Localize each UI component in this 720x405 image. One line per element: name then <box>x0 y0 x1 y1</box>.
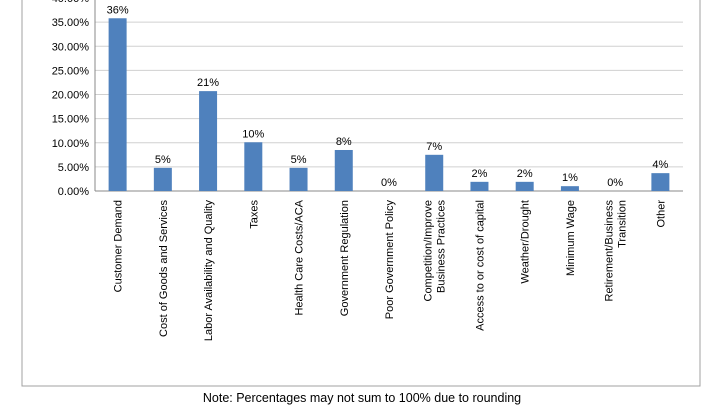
value-label: 4% <box>652 159 668 171</box>
x-tick-label: Cost of Goods and Services <box>158 200 170 337</box>
value-label: 1% <box>562 172 578 184</box>
y-tick-label: 30.00% <box>52 41 90 53</box>
y-tick-label: 40.00% <box>52 0 90 5</box>
bar <box>651 173 670 191</box>
bar <box>334 149 353 191</box>
bar <box>244 142 263 191</box>
value-label: 5% <box>155 154 171 166</box>
x-tick-label: Customer Demand <box>113 200 125 292</box>
x-tick-label: Weather/Drought <box>520 200 532 284</box>
y-tick-label: 20.00% <box>52 90 90 102</box>
y-tick-label: 10.00% <box>52 138 90 150</box>
x-tick-label: Access to or cost of capital <box>474 200 486 331</box>
chart-frame <box>21 0 701 387</box>
x-tick-label: Health Care Costs/ACA <box>294 199 306 315</box>
x-tick-label: Minimum Wage <box>565 200 577 276</box>
bar <box>470 181 489 191</box>
x-tick-label: Government Regulation <box>339 200 351 316</box>
value-label: 2% <box>517 168 533 180</box>
y-tick-label: 25.00% <box>52 65 90 77</box>
bar <box>425 154 444 191</box>
value-label: 2% <box>472 168 488 180</box>
x-tick-label: Transition <box>617 200 629 248</box>
value-label: 8% <box>336 136 352 148</box>
x-tick-label: Business Practices <box>436 200 448 293</box>
y-tick-label: 15.00% <box>52 114 90 126</box>
y-tick-label: 35.00% <box>52 17 90 29</box>
bar <box>560 186 579 191</box>
bar <box>108 18 127 191</box>
value-label: 0% <box>607 177 623 189</box>
x-tick-label: Poor Government Policy <box>384 200 396 320</box>
value-label: 5% <box>291 154 307 166</box>
y-tick-label: 0.00% <box>58 186 89 198</box>
value-label: 36% <box>107 4 129 16</box>
bar <box>515 181 534 191</box>
x-tick-label: Retirement/Business <box>604 200 616 302</box>
bar <box>289 167 308 191</box>
value-label: 21% <box>197 77 219 89</box>
value-label: 7% <box>426 141 442 153</box>
chart-note: Note: Percentages may not sum to 100% du… <box>203 391 521 405</box>
y-tick-label: 5.00% <box>58 162 89 174</box>
x-tick-label: Competition/Improve <box>423 200 435 302</box>
x-tick-label: Taxes <box>248 200 260 229</box>
x-tick-label: Labor Availability and Quality <box>203 200 215 342</box>
bar <box>153 167 172 191</box>
value-label: 0% <box>381 177 397 189</box>
x-tick-label: Other <box>655 200 667 228</box>
bar <box>199 91 218 191</box>
value-label: 10% <box>242 128 264 140</box>
